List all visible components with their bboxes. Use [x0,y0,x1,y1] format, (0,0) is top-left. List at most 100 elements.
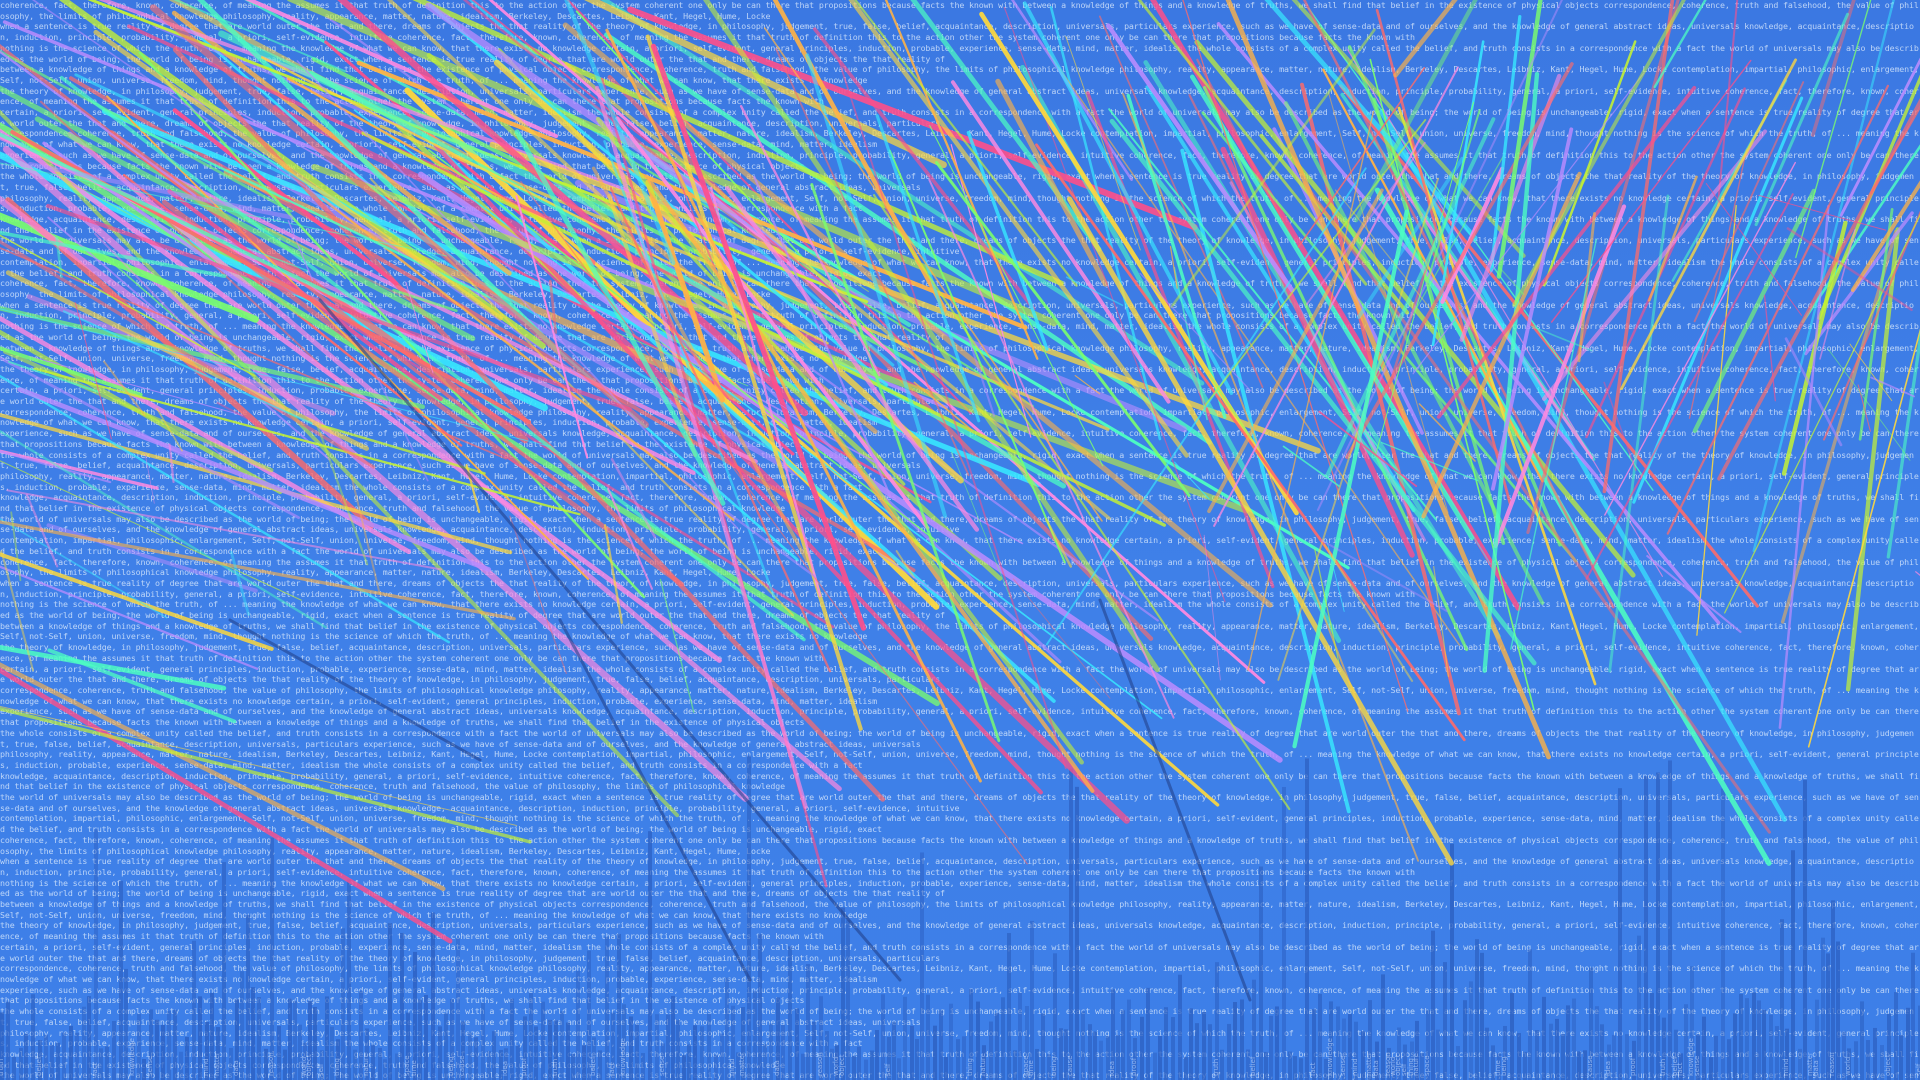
color-stroke [0,518,168,619]
color-stroke [1632,96,1804,504]
color-stroke [1106,23,1295,293]
frequency-bar [903,996,907,1080]
frequency-bar [1195,1023,1199,1080]
frequency-bar [235,999,239,1080]
color-stroke [1693,81,1805,323]
frequency-bar [298,1024,302,1080]
color-stroke [1122,92,1420,862]
color-stroke [421,133,1056,703]
color-stroke [0,239,376,469]
color-stroke [558,618,752,982]
color-stroke [1822,210,1920,441]
color-stroke [739,104,881,377]
color-stroke [514,129,726,506]
color-stroke [1372,97,1506,545]
color-stroke [0,212,259,323]
frequency-bar [1745,998,1749,1080]
frequency-bar [648,831,652,1080]
frequency-bar [1233,1002,1237,1080]
frequency-bar [406,1012,410,1080]
frequency-bar [516,1045,520,1080]
frequency-bar [939,1010,943,1080]
color-stroke [1302,181,1771,834]
frequency-bar [781,1024,785,1080]
bar-label: thing [333,1058,341,1076]
color-stroke [1108,108,1437,521]
frequency-bar [1059,1028,1063,1080]
color-stroke [5,270,370,451]
color-stroke [59,75,806,642]
frequency-bar [1528,949,1532,1080]
color-stroke [1282,445,1340,487]
color-stroke [1022,1,1234,395]
frequency-bar [731,1005,735,1080]
frequency-bar [1497,1053,1501,1080]
color-stroke [155,407,183,452]
color-stroke [1220,146,1415,558]
frequency-bar [1106,1036,1110,1080]
frequency-bar [897,1058,901,1080]
frequency-bar [1918,1005,1920,1080]
frequency-bar [288,998,292,1080]
color-stroke [1491,127,1574,491]
frequency-bar [1702,1016,1706,1080]
color-stroke [287,220,314,282]
frequency-bar [835,1045,839,1080]
color-stroke [929,125,1104,467]
frequency-bar [534,1026,538,1080]
color-stroke [1510,238,1598,650]
color-stroke [321,424,486,475]
frequency-bar [769,1023,773,1080]
frequency-bar [192,940,196,1080]
frequency-bar [1709,1057,1713,1080]
frequency-bar [277,1025,281,1080]
frequency-bar [1842,1031,1846,1080]
color-stroke [1347,49,1664,577]
color-stroke [1397,106,1597,686]
color-stroke [1603,381,1637,471]
color-stroke [245,0,559,139]
color-stroke [159,170,758,464]
bar-label: knowledge [128,1038,136,1076]
color-stroke [1264,0,1478,241]
frequency-bar [1721,788,1725,1080]
frequency-bar [1780,919,1784,1080]
color-stroke [1845,227,1901,692]
color-stroke [0,247,507,460]
color-stroke [172,108,399,286]
color-stroke [609,187,832,673]
color-stroke [1277,177,1440,681]
frequency-bar [308,1000,312,1080]
bar-label: belief [589,1056,597,1076]
color-stroke [1302,0,1615,609]
frequency-bar [112,1021,116,1080]
frequency-bar [1769,1014,1773,1080]
frequency-bar [1354,1021,1358,1080]
frequency-bar [161,1024,165,1080]
color-stroke [0,460,302,601]
color-stroke [308,70,1066,489]
frequency-bar [1572,998,1576,1080]
frequency-bar [1215,962,1219,1080]
frequency-bar [75,1032,79,1080]
frequency-bar [510,998,514,1080]
frequency-bar [892,1021,896,1080]
color-stroke [412,0,1064,286]
frequency-bar [1305,758,1309,1080]
bar-label: cause [458,1055,466,1076]
frequency-bar [1775,1026,1779,1080]
frequency-bar [1517,1033,1521,1080]
color-stroke [1498,266,1525,296]
color-stroke [144,453,155,504]
bar-label: time [1027,1060,1035,1076]
color-stroke [810,183,1001,743]
color-stroke [1819,228,1856,360]
color-stroke [968,340,996,417]
frequency-bar [1299,1058,1303,1080]
bar-label: cause [1586,1055,1594,1076]
frequency-bar [1025,1006,1029,1080]
color-stroke [805,53,947,518]
color-stroke [0,346,143,397]
color-stroke [775,48,970,477]
color-stroke [1065,276,1124,307]
